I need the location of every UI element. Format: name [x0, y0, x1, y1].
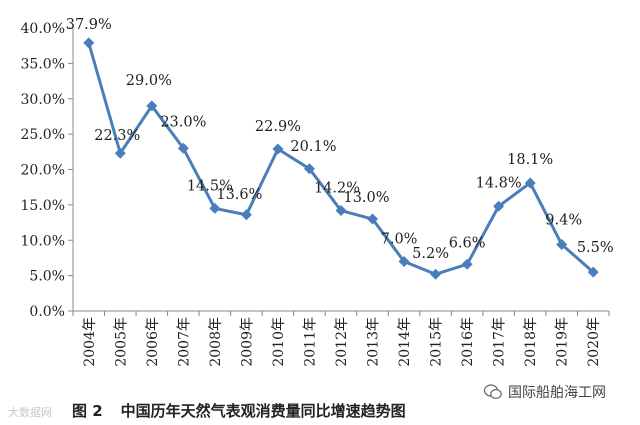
figure-number: 图 2 — [72, 402, 103, 420]
y-tick-label: 10.0% — [21, 233, 65, 249]
data-label: 6.6% — [449, 235, 486, 251]
y-tick-label: 5.0% — [29, 269, 65, 285]
data-point — [303, 163, 315, 175]
y-tick-label: 15.0% — [21, 198, 65, 214]
data-point — [587, 266, 599, 278]
y-tick-label: 25.0% — [21, 127, 65, 143]
data-point — [335, 205, 347, 217]
x-tick-label: 2016年 — [460, 317, 476, 367]
x-tick-label: 2011年 — [302, 317, 318, 367]
y-tick-label: 30.0% — [21, 92, 65, 108]
y-tick-label: 20.0% — [21, 163, 65, 179]
x-tick-label: 2015年 — [429, 317, 445, 367]
data-point — [461, 258, 473, 270]
data-point — [83, 37, 95, 49]
data-label: 29.0% — [126, 73, 172, 89]
y-axis: 0.0% 5.0% 10.0% 15.0% 20.0% 25.0% 30.0% 35.0% 40… — [21, 21, 74, 320]
x-tick-label: 2014年 — [397, 317, 413, 367]
data-label: 9.4% — [545, 212, 582, 228]
x-tick-label: 2007年 — [176, 317, 192, 367]
x-tick-label: 2017年 — [492, 317, 508, 367]
data-label: 18.1% — [507, 152, 553, 168]
data-label: 20.1% — [290, 139, 336, 155]
x-tick-label: 2012年 — [334, 317, 350, 367]
data-label: 13.0% — [343, 190, 389, 206]
chart-title: 中国历年天然气表观消费量同比增速趋势图 — [120, 402, 406, 420]
data-label: 5.5% — [577, 240, 614, 256]
x-axis: 2004年 2005年 2006年 2007年 2008年 2009年 2010年 2011年… — [72, 310, 610, 367]
y-tick-label: 35.0% — [21, 56, 65, 72]
watermark-right: 国际船舶海工网 — [484, 382, 606, 402]
data-label: 37.9% — [66, 17, 112, 33]
x-tick-label: 2009年 — [239, 317, 255, 367]
x-tick-label: 2018年 — [523, 317, 539, 367]
data-point — [114, 147, 126, 159]
x-tick-label: 2008年 — [208, 317, 224, 367]
data-point — [524, 177, 536, 189]
data-point — [146, 100, 158, 112]
data-point — [493, 200, 505, 212]
data-label: 23.0% — [160, 114, 206, 130]
data-label: 14.8% — [476, 175, 522, 191]
data-point — [177, 142, 189, 154]
x-tick-label: 2010年 — [271, 317, 287, 367]
x-tick-label: 2013年 — [366, 317, 382, 367]
wechat-icon — [484, 384, 502, 400]
data-label: 13.6% — [216, 187, 262, 203]
data-label: 14.2% — [314, 181, 360, 197]
figure-caption: 图 2 中国历年天然气表观消费量同比增速趋势图 — [72, 400, 406, 421]
data-point — [272, 143, 284, 155]
data-point — [209, 202, 221, 214]
data-label: 7.0% — [381, 231, 418, 247]
x-tick-label: 2020年 — [586, 317, 602, 367]
data-label: 5.2% — [412, 246, 449, 262]
x-tick-label: 2004年 — [82, 317, 98, 367]
data-label: 14.5% — [187, 178, 233, 194]
data-point — [398, 255, 410, 267]
x-tick-label: 2019年 — [555, 317, 571, 367]
data-point — [430, 268, 442, 280]
watermark-left: 大数据网 — [8, 406, 52, 419]
watermark-right-text: 国际船舶海工网 — [508, 385, 606, 401]
y-tick-label: 40.0% — [21, 21, 65, 37]
data-label: 22.9% — [255, 119, 301, 135]
data-point — [240, 209, 252, 221]
y-tick-label: 0.0% — [29, 304, 65, 320]
data-point — [367, 213, 379, 225]
x-tick-label: 2006年 — [145, 317, 161, 367]
data-label: 22.3% — [94, 128, 140, 144]
x-tick-label: 2005年 — [113, 317, 129, 367]
data-point — [556, 238, 568, 250]
